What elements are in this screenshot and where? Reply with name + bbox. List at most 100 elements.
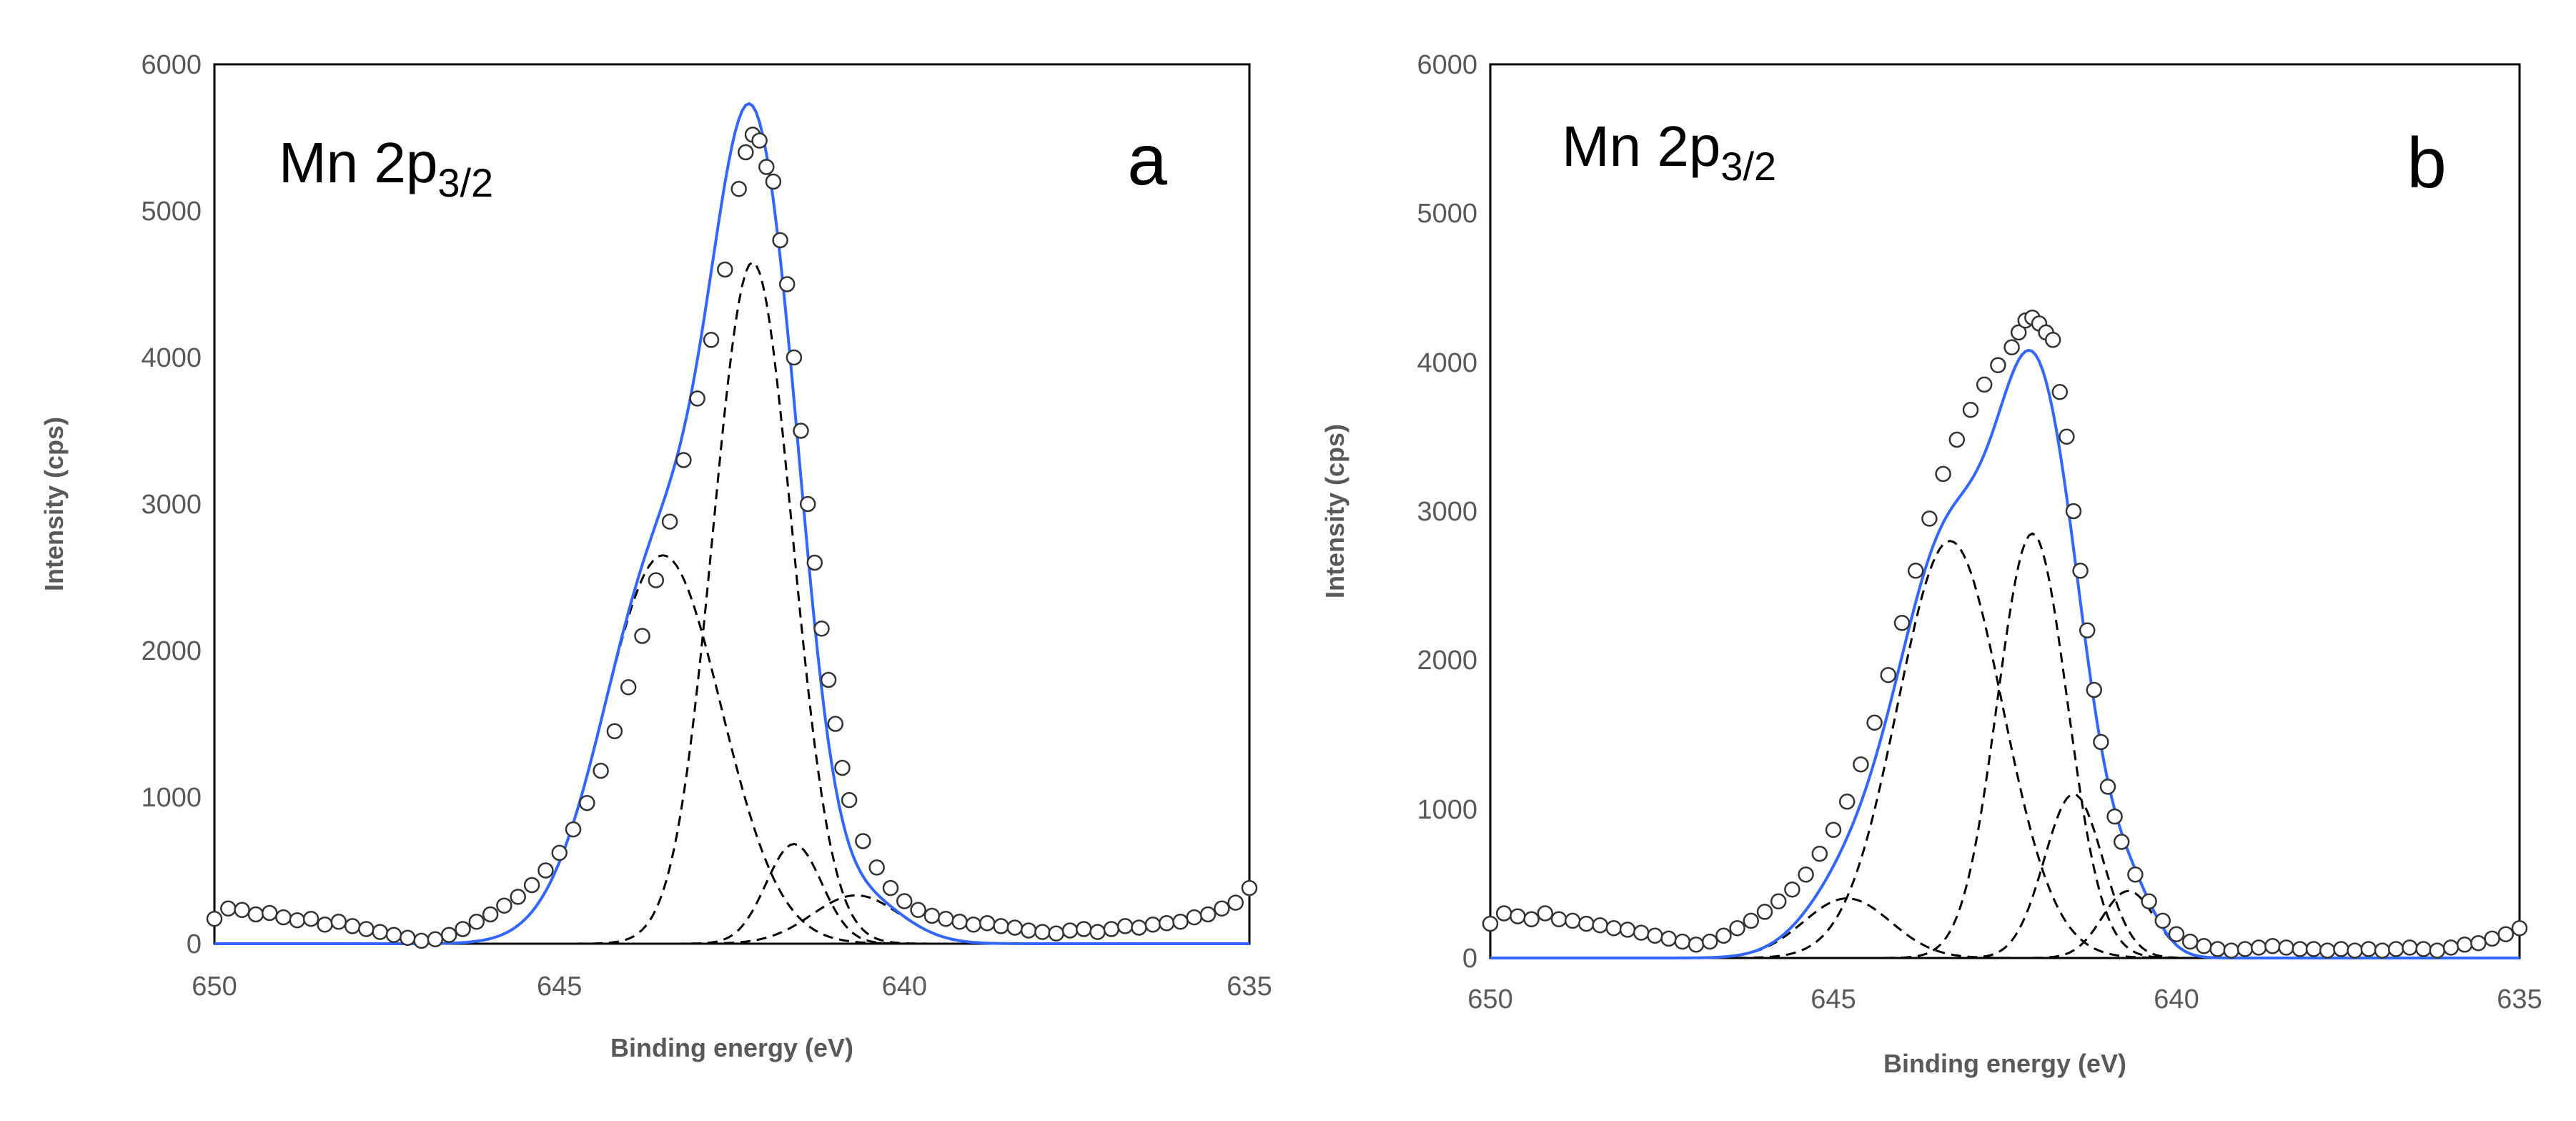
data-point xyxy=(2429,942,2446,959)
spectrum-annotation-a: Mn 2p3/2 xyxy=(279,131,493,205)
data-point xyxy=(2065,503,2082,520)
y-ticks-b: 0 1000 2000 3000 4000 5000 6000 xyxy=(1417,50,1477,974)
data-point xyxy=(1076,921,1092,937)
data-point xyxy=(717,261,733,278)
data-point xyxy=(2059,428,2075,445)
data-point xyxy=(1199,906,1217,923)
data-point xyxy=(2484,930,2500,947)
data-point xyxy=(1948,431,1966,448)
y-ticks-a: 0 1000 2000 3000 4000 5000 6000 xyxy=(141,50,202,959)
data-point xyxy=(2347,942,2363,959)
data-point xyxy=(2093,734,2109,751)
data-point xyxy=(910,902,926,919)
data-point xyxy=(1214,900,1230,917)
data-point xyxy=(1537,905,1554,922)
data-point xyxy=(2442,939,2459,956)
data-point xyxy=(427,931,444,948)
data-point xyxy=(1131,919,1147,936)
data-point xyxy=(1770,893,1787,910)
data-point xyxy=(482,906,499,923)
data-point xyxy=(606,723,623,740)
data-point xyxy=(1186,909,1203,926)
data-point xyxy=(965,917,982,933)
data-point xyxy=(1550,911,1567,928)
data-point xyxy=(1866,714,1883,731)
data-point xyxy=(1048,925,1064,942)
plot-area-a xyxy=(206,102,1258,949)
data-point xyxy=(440,927,457,943)
x-tick-label: 650 xyxy=(192,972,237,1002)
spectrum-annotation-b: Mn 2p3/2 xyxy=(1562,114,1776,189)
data-point xyxy=(689,390,705,407)
y-tick-label: 6000 xyxy=(1417,50,1477,80)
y-tick-label: 4000 xyxy=(1417,348,1477,378)
data-point xyxy=(1172,914,1189,930)
data-point xyxy=(2264,938,2281,954)
plot-frame-b xyxy=(1489,63,2521,959)
data-point xyxy=(993,918,1009,934)
data-point xyxy=(1715,927,1732,944)
y-tick-label: 2000 xyxy=(1417,646,1477,676)
x-tick-label: 640 xyxy=(2154,984,2199,1014)
data-point xyxy=(2127,866,2144,883)
data-point xyxy=(703,332,720,348)
y-tick-label: 1000 xyxy=(1417,795,1477,825)
component-peak-1 xyxy=(214,554,1249,945)
data-point xyxy=(468,914,485,930)
y-tick-label: 0 xyxy=(187,929,202,959)
data-point xyxy=(2003,339,2020,356)
data-point xyxy=(806,554,823,571)
data-point xyxy=(2319,942,2336,959)
data-point xyxy=(302,910,319,927)
data-point xyxy=(2168,926,2185,942)
data-point xyxy=(330,914,347,930)
data-point xyxy=(1660,930,1677,947)
fit-envelope-line xyxy=(214,102,1249,945)
data-point xyxy=(1592,917,1608,934)
y-tick-label: 6000 xyxy=(141,50,202,80)
y-tick-label: 5000 xyxy=(141,197,202,227)
data-point xyxy=(648,572,665,588)
y-tick-label: 3000 xyxy=(1417,497,1477,527)
annotation-main: Mn 2p xyxy=(1562,114,1720,178)
data-point xyxy=(538,862,554,879)
x-tick-label: 650 xyxy=(1467,984,1512,1014)
data-point xyxy=(400,929,416,947)
data-point xyxy=(938,910,954,927)
data-point xyxy=(799,495,816,513)
data-point xyxy=(758,159,775,175)
data-point xyxy=(738,144,754,161)
data-point xyxy=(1701,933,1718,950)
data-point xyxy=(413,932,430,949)
data-point xyxy=(1990,357,2006,374)
data-point xyxy=(289,912,306,929)
data-point xyxy=(523,876,540,894)
data-point xyxy=(1921,510,1938,527)
data-point xyxy=(510,889,526,905)
data-point xyxy=(1976,376,1993,393)
data-point xyxy=(1633,924,1650,941)
data-point xyxy=(2387,941,2404,957)
data-point xyxy=(1144,917,1161,933)
x-tick-label: 635 xyxy=(2497,984,2542,1014)
data-point xyxy=(793,423,809,439)
data-point xyxy=(1227,894,1244,911)
y-tick-label: 4000 xyxy=(141,343,202,373)
y-axis-label-b: Intensity (cps) xyxy=(1320,424,1349,598)
data-point xyxy=(1578,915,1595,932)
data-point xyxy=(1495,905,1512,922)
data-point xyxy=(675,452,692,468)
data-point xyxy=(206,910,223,927)
x-ticks-b: 650 645 640 635 xyxy=(1467,984,2542,1014)
data-point xyxy=(2292,941,2309,957)
x-tick-label: 645 xyxy=(1810,984,1856,1014)
y-tick-label: 0 xyxy=(1462,944,1477,974)
data-point xyxy=(813,621,830,637)
data-point xyxy=(1061,922,1079,939)
data-point xyxy=(772,232,788,249)
data-point xyxy=(1853,756,1869,773)
x-tick-label: 645 xyxy=(537,972,582,1002)
data-point xyxy=(2250,939,2267,956)
data-point xyxy=(834,759,851,776)
